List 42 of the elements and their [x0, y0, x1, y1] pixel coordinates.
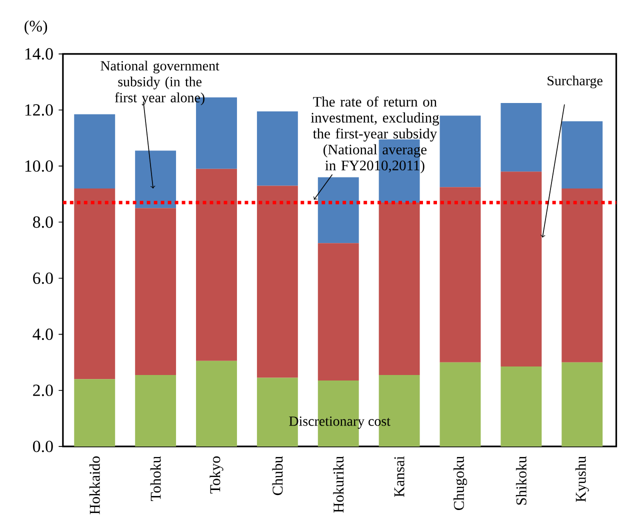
- bar: [562, 188, 603, 362]
- y-axis-title: (%): [24, 20, 48, 35]
- bar: [256, 186, 298, 378]
- bar: [378, 202, 420, 375]
- bar: [500, 172, 542, 366]
- bar: [440, 362, 481, 446]
- bar: [196, 360, 237, 446]
- x-tick-label: Shikoku: [516, 456, 526, 504]
- bar: [440, 115, 481, 187]
- bar: [500, 366, 542, 446]
- x-tick-label: Chugoku: [453, 456, 468, 510]
- bar: [135, 374, 176, 446]
- bar: [196, 168, 237, 361]
- bar: [318, 177, 359, 243]
- bar: [562, 362, 603, 446]
- bar: [440, 186, 481, 362]
- bar: [74, 114, 116, 188]
- x-tick-label: Tokyo: [210, 456, 224, 494]
- series-label: National government subsidy (in the first year alone): [100, 60, 220, 106]
- bar: [135, 208, 176, 375]
- bar: [318, 243, 359, 380]
- bar: [256, 111, 298, 186]
- bar: [74, 378, 116, 446]
- bar: [135, 150, 176, 208]
- y-tick-label: 6.0: [33, 272, 53, 284]
- x-tick-label: Tohoku: [150, 456, 161, 501]
- text: Surcharge: [548, 75, 602, 88]
- bar: [562, 121, 603, 188]
- x-tick-label: Hokkaido: [89, 456, 100, 514]
- x-tick-label: Chubu: [272, 456, 283, 495]
- bar: [74, 188, 116, 379]
- y-tick-label: 8.0: [33, 216, 53, 228]
- y-tick-label: 12.0: [25, 104, 53, 116]
- y-tick-label: 0.0: [33, 440, 53, 452]
- x-tick-label: Kyushu: [575, 456, 589, 502]
- y-tick-label: 14.0: [25, 48, 53, 60]
- y-tick-label: 4.0: [32, 328, 53, 340]
- x-tick-label: Kansai: [394, 456, 404, 497]
- bar: [500, 102, 542, 172]
- y-tick-label: 2.0: [33, 384, 53, 396]
- x-tick-label: Hokuriku: [333, 456, 344, 512]
- y-tick-label: 10.0: [25, 160, 53, 172]
